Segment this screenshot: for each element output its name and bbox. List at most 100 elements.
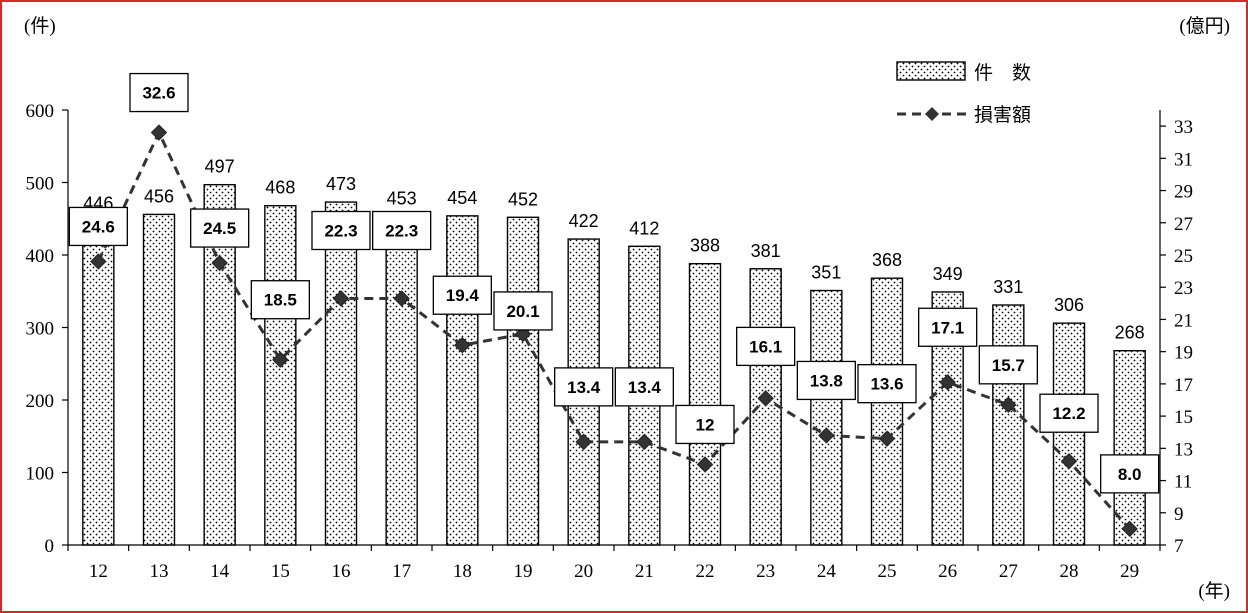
- loss-marker-23: [757, 390, 774, 407]
- loss-value-label: 8.0: [1118, 465, 1142, 484]
- loss-value-label: 24.5: [203, 219, 236, 238]
- count-bar-17: [385, 215, 418, 546]
- count-value-label: 454: [447, 188, 477, 208]
- x-tick-label: 21: [635, 561, 654, 582]
- loss-value-box: [614, 367, 674, 407]
- loss-marker-15: [272, 351, 289, 368]
- left-y-tick-label: 200: [26, 391, 55, 412]
- x-tick-label: 28: [1060, 561, 1079, 582]
- loss-value-box: [190, 208, 250, 248]
- left-axis-unit: (件): [24, 15, 56, 37]
- loss-marker-13: [150, 124, 168, 141]
- loss-value-box: [918, 307, 978, 347]
- x-tick-label: 20: [574, 561, 593, 582]
- count-value-label: 268: [1115, 323, 1145, 343]
- left-y-tick-label: 300: [26, 319, 55, 340]
- right-y-tick-label: 15: [1174, 407, 1193, 428]
- count-bar-28: [1052, 322, 1086, 546]
- count-value-label: 388: [690, 236, 720, 256]
- loss-marker-26: [939, 374, 956, 391]
- loss-marker-17: [393, 290, 410, 307]
- x-axis-unit: (年): [1198, 580, 1230, 602]
- x-tick-label: 18: [453, 561, 472, 582]
- loss-marker-24: [818, 427, 835, 444]
- loss-marker-12: [90, 253, 107, 270]
- count-value-label: 306: [1054, 295, 1084, 315]
- loss-marker-20: [575, 433, 592, 451]
- left-y-tick-label: 400: [26, 246, 55, 267]
- left-y-tick-label: 600: [26, 101, 55, 122]
- loss-value-label: 22.3: [385, 222, 418, 241]
- loss-value-box: [493, 291, 553, 331]
- loss-value-box: [554, 367, 614, 407]
- loss-marker-22: [696, 456, 714, 473]
- right-y-tick-label: 19: [1174, 343, 1193, 364]
- x-tick-label: 22: [696, 561, 715, 582]
- loss-value-label: 13.8: [810, 371, 843, 390]
- x-tick-label: 24: [817, 561, 837, 582]
- loss-value-box: [372, 210, 432, 251]
- loss-value-label: 12.2: [1052, 404, 1085, 423]
- x-tick-label: 17: [392, 561, 411, 582]
- loss-value-label: 24.6: [82, 217, 115, 236]
- right-y-tick-label: 25: [1174, 246, 1193, 267]
- x-tick-label: 15: [271, 561, 290, 582]
- right-y-tick-label: 33: [1174, 117, 1193, 138]
- count-value-label: 497: [205, 157, 235, 177]
- count-value-label: 468: [265, 178, 295, 198]
- loss-value-box: [978, 345, 1038, 385]
- left-y-tick-label: 0: [45, 536, 55, 557]
- loss-marker-29: [1121, 520, 1138, 538]
- count-bar-23: [749, 268, 782, 546]
- x-tick-label: 19: [514, 561, 533, 582]
- count-bar-15: [264, 204, 297, 546]
- loss-marker-25: [878, 430, 896, 447]
- x-tick-label: 14: [210, 561, 230, 582]
- x-tick-label: 23: [756, 561, 775, 582]
- x-tick-label: 27: [999, 561, 1018, 582]
- count-value-label: 456: [144, 186, 174, 206]
- x-tick-label: 25: [878, 561, 897, 582]
- loss-value-label: 16.1: [749, 337, 782, 356]
- count-bar-22: [688, 263, 722, 546]
- loss-value-box: [736, 326, 796, 367]
- loss-value-box: [250, 280, 310, 320]
- loss-marker-18: [454, 337, 471, 354]
- count-value-label: 349: [933, 264, 963, 284]
- loss-value-label: 13.6: [870, 375, 903, 394]
- right-y-tick-label: 31: [1174, 149, 1193, 170]
- loss-value-label: 19.4: [446, 286, 480, 305]
- loss-value-box: [311, 210, 371, 251]
- loss-value-box: [432, 275, 492, 315]
- loss-value-label: 17.1: [931, 318, 964, 337]
- count-value-label: 453: [387, 189, 417, 209]
- count-bar-27: [992, 304, 1025, 546]
- loss-marker-14: [211, 254, 228, 272]
- count-bar-13: [142, 213, 176, 546]
- right-y-tick-label: 13: [1174, 439, 1193, 460]
- right-y-tick-label: 9: [1174, 504, 1184, 525]
- loss-value-box: [675, 404, 735, 445]
- loss-value-label: 32.6: [142, 84, 175, 103]
- count-value-label: 452: [508, 189, 538, 209]
- count-bar-16: [324, 201, 358, 546]
- count-value-label: 473: [326, 174, 356, 194]
- count-value-label: 351: [811, 263, 841, 283]
- count-bar-18: [446, 215, 479, 546]
- x-tick-label: 26: [938, 561, 957, 582]
- count-value-label: 422: [569, 211, 599, 231]
- loss-marker-28: [1060, 453, 1078, 470]
- loss-value-label: 12: [696, 415, 715, 434]
- right-y-tick-label: 11: [1174, 472, 1192, 493]
- loss-marker-16: [332, 290, 350, 307]
- loss-value-label: 22.3: [324, 222, 357, 241]
- loss-marker-21: [636, 433, 653, 451]
- loss-value-label: 15.7: [992, 356, 1025, 375]
- loss-value-label: 18.5: [264, 291, 297, 310]
- loss-value-box: [857, 364, 917, 404]
- loss-value-box: [129, 72, 189, 113]
- loss-value-box: [1039, 393, 1099, 433]
- loss-value-box: [796, 360, 856, 401]
